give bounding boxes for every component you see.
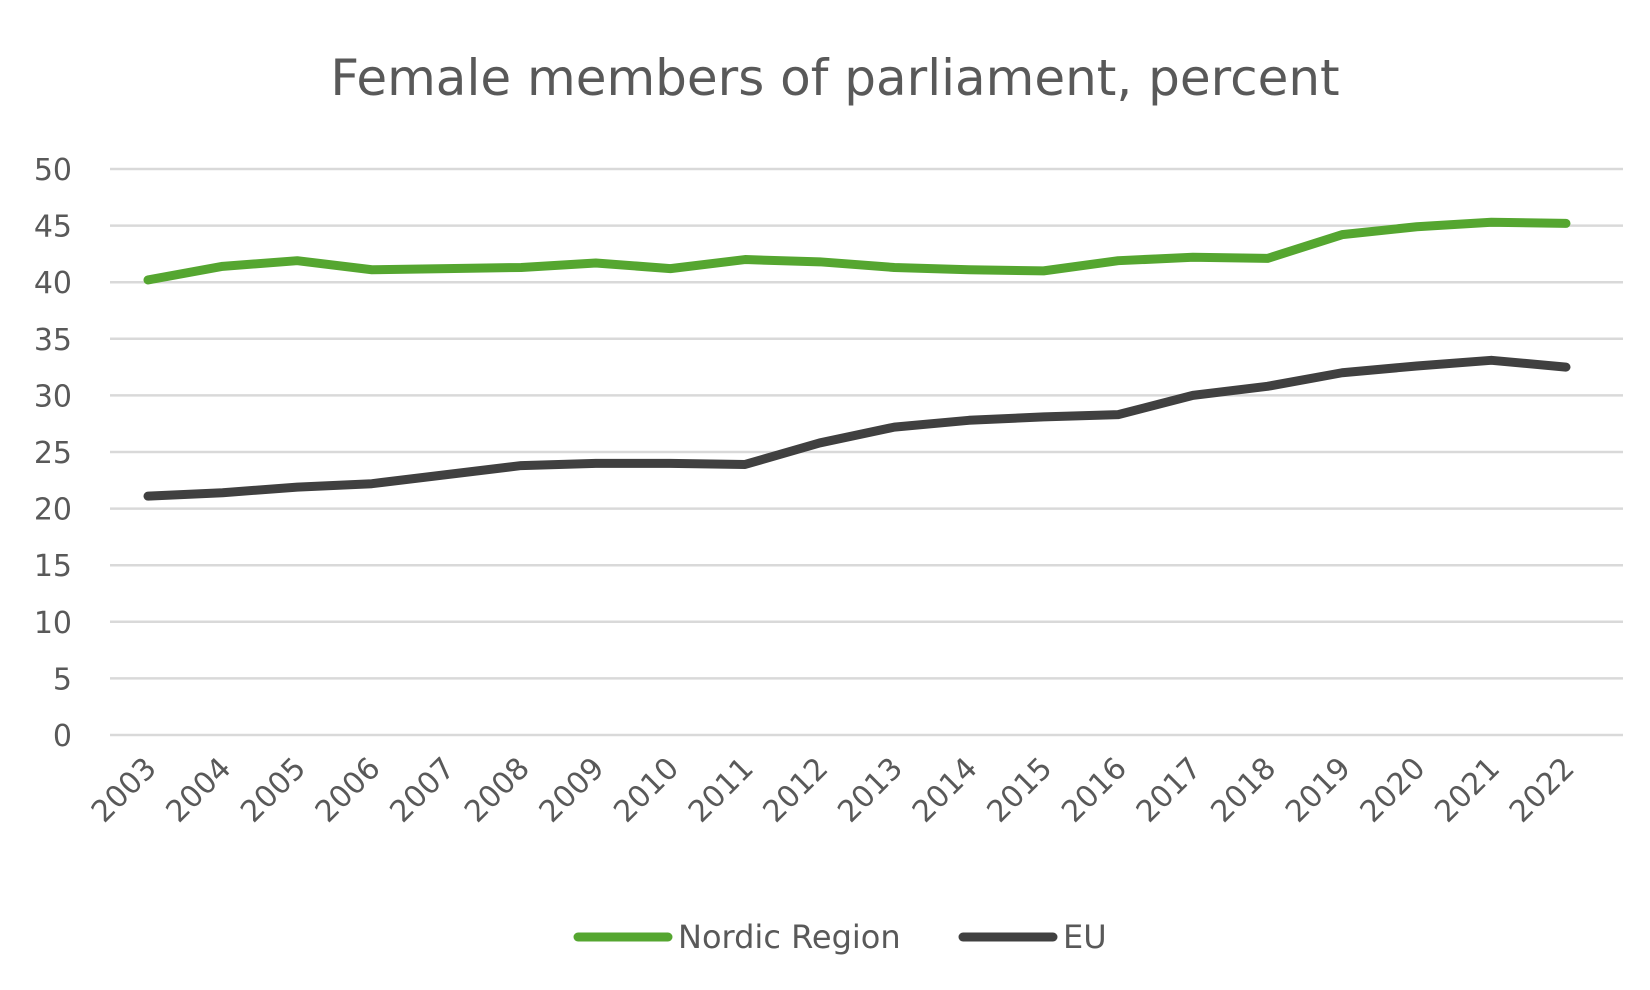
y-tick-label: 10 xyxy=(34,606,72,641)
y-tick-label: 25 xyxy=(34,436,72,471)
series-line-eu xyxy=(143,355,1571,501)
y-tick-label: 15 xyxy=(34,549,72,584)
x-tick-label: 2016 xyxy=(1055,751,1134,830)
series-line-nordic-region xyxy=(143,217,1571,285)
x-tick-label: 2005 xyxy=(234,751,313,830)
x-tick-label: 2014 xyxy=(906,751,985,830)
x-tick-label: 2003 xyxy=(85,751,164,830)
y-tick-label: 0 xyxy=(53,719,72,754)
x-tick-label: 2009 xyxy=(533,751,612,830)
x-tick-label: 2019 xyxy=(1279,751,1358,830)
x-tick-label: 2018 xyxy=(1204,751,1283,830)
x-tick-label: 2011 xyxy=(682,751,761,830)
x-tick-label: 2006 xyxy=(309,751,388,830)
y-tick-label: 45 xyxy=(34,210,72,245)
x-tick-label: 2008 xyxy=(458,751,537,830)
x-tick-label: 2020 xyxy=(1354,751,1433,830)
x-tick-label: 2004 xyxy=(160,751,239,830)
legend-label: Nordic Region xyxy=(678,918,901,956)
legend-label: EU xyxy=(1063,918,1107,956)
x-tick-label: 2022 xyxy=(1503,751,1582,830)
x-tick-label: 2007 xyxy=(383,751,462,830)
x-tick-label: 2015 xyxy=(980,751,1059,830)
x-tick-label: 2021 xyxy=(1428,751,1507,830)
y-tick-label: 5 xyxy=(53,662,72,697)
y-tick-label: 35 xyxy=(34,323,72,358)
y-tick-label: 40 xyxy=(34,266,72,301)
x-tick-label: 2010 xyxy=(607,751,686,830)
x-tick-label: 2013 xyxy=(831,751,910,830)
y-tick-label: 50 xyxy=(34,153,72,188)
chart-title: Female members of parliament, percent xyxy=(330,49,1339,107)
y-tick-label: 20 xyxy=(34,493,72,528)
y-tick-label: 30 xyxy=(34,379,72,414)
x-tick-label: 2012 xyxy=(757,751,836,830)
x-tick-label: 2017 xyxy=(1130,751,1209,830)
